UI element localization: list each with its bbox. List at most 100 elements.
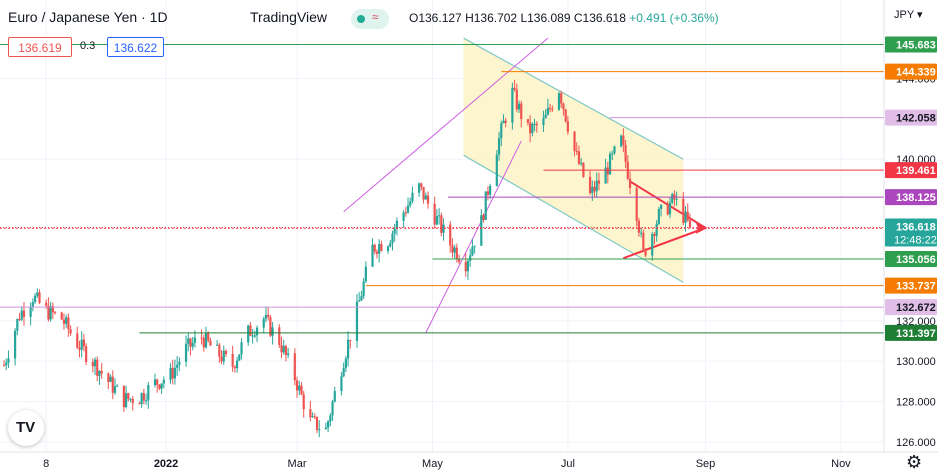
candle-body-112 [349, 339, 352, 341]
candle-body-134 [420, 183, 423, 187]
candle-body-0 [2, 365, 6, 367]
high-value: H136.702 [465, 11, 518, 25]
candle-body-86 [269, 316, 272, 336]
candle-body-78 [247, 325, 250, 343]
current-price-tag: 136.618 [896, 222, 936, 234]
candle-body-110 [344, 358, 347, 369]
candle-body-79 [249, 325, 252, 336]
candle-body-189 [591, 186, 594, 194]
candle-body-188 [588, 176, 592, 194]
candle-body-150 [469, 255, 472, 262]
candle-body-193 [604, 167, 607, 184]
candle-body-220 [686, 211, 689, 221]
time-axis[interactable]: 8 2022 Mar May Jul Sep Nov [0, 451, 938, 470]
candle-body-35 [111, 376, 114, 393]
candle-body-34 [109, 376, 112, 382]
wave-icon: ≈ [372, 10, 379, 24]
candle-body-181 [564, 109, 567, 122]
candle-body-92 [287, 353, 290, 355]
candle-body-174 [544, 114, 547, 119]
candle-body-160 [500, 123, 503, 139]
candle-body-212 [660, 204, 663, 209]
candle-body-45 [142, 393, 145, 401]
sell-price-button[interactable]: 136.619 [8, 37, 72, 57]
candle-body-58 [184, 343, 188, 362]
candle-body-133 [418, 183, 421, 193]
candle-body-61 [191, 342, 194, 347]
candle-body-70 [220, 356, 223, 362]
candle-body-7 [22, 310, 26, 317]
level-tag-bg-139.461 [885, 162, 937, 179]
candle-body-69 [218, 344, 221, 357]
x-tick-0: 8 [43, 458, 49, 470]
candle-body-89 [280, 345, 283, 353]
candle-body-8 [29, 306, 32, 317]
settings-gear-icon[interactable]: ⚙ [906, 452, 923, 472]
y-tick-2: 130.000 [896, 356, 936, 368]
candle-body-153 [480, 215, 483, 246]
currency-selector[interactable]: JPY ▾ [894, 9, 923, 21]
price-axis[interactable]: 126.000128.000130.000132.000140.000144.0… [883, 0, 938, 476]
candle-body-85 [267, 314, 270, 317]
candle-body-127 [395, 220, 399, 229]
chart-grid [0, 0, 884, 452]
candle-body-90 [282, 346, 285, 353]
candle-body-10 [33, 295, 37, 303]
candle-body-192 [597, 180, 601, 184]
buy-price-button[interactable]: 136.622 [107, 37, 164, 57]
candle-body-119 [373, 244, 376, 252]
candle-body-38 [122, 385, 125, 408]
candle-body-158 [495, 154, 498, 187]
candle-body-196 [611, 153, 614, 155]
candle-body-115 [360, 296, 363, 301]
descending-channel-lower [463, 154, 684, 283]
candle-body-50 [158, 384, 161, 389]
candle-body-77 [240, 342, 243, 355]
candle-body-135 [422, 186, 425, 200]
level-tag-131.397: 131.397 [896, 328, 936, 340]
candle-body-173 [542, 118, 545, 126]
candle-body-17 [53, 312, 57, 314]
level-tag-144.339: 144.339 [896, 67, 936, 79]
candle-body-43 [138, 403, 141, 405]
candle-body-72 [224, 350, 228, 354]
candle-body-36 [113, 386, 117, 393]
candle-body-6 [20, 310, 23, 320]
market-status-pill[interactable]: ≈ [351, 9, 389, 29]
level-tag-bg-138.125 [885, 189, 937, 206]
ascending-channel-lower [425, 140, 522, 334]
candle-body-18 [60, 312, 63, 320]
candle-body-63 [200, 337, 203, 339]
candle-body-81 [253, 335, 256, 337]
x-tick-6: Nov [831, 458, 851, 470]
candle-body-68 [216, 344, 219, 346]
candle-body-111 [346, 339, 350, 359]
candle-body-190 [593, 186, 596, 192]
candle-body-138 [433, 203, 436, 225]
candle-body-88 [278, 327, 281, 346]
candle-body-52 [162, 379, 165, 384]
candle-body-184 [575, 150, 578, 152]
candle-body-114 [358, 300, 361, 302]
candle-body-142 [442, 224, 445, 233]
candle-body-11 [36, 292, 39, 296]
x-tick-2: Mar [288, 458, 307, 470]
candle-body-144 [451, 245, 454, 253]
level-tag-138.125: 138.125 [896, 192, 936, 204]
candle-body-195 [608, 153, 612, 175]
candle-body-71 [222, 350, 225, 362]
candle-body-159 [497, 138, 501, 155]
candle-body-1 [5, 362, 8, 366]
tradingview-logo-icon[interactable]: TV [8, 410, 44, 446]
candle-body-143 [449, 224, 452, 246]
symbol-title[interactable]: Euro / Japanese Yen · 1D [8, 9, 168, 25]
candle-body-117 [364, 266, 367, 282]
candle-body-210 [655, 223, 658, 236]
candle-body-93 [293, 353, 296, 381]
level-tag-bg-144.339 [885, 63, 937, 80]
candle-body-169 [529, 122, 532, 134]
candle-body-97 [302, 394, 305, 410]
candle-body-140 [438, 215, 441, 217]
candle-body-60 [189, 338, 192, 347]
